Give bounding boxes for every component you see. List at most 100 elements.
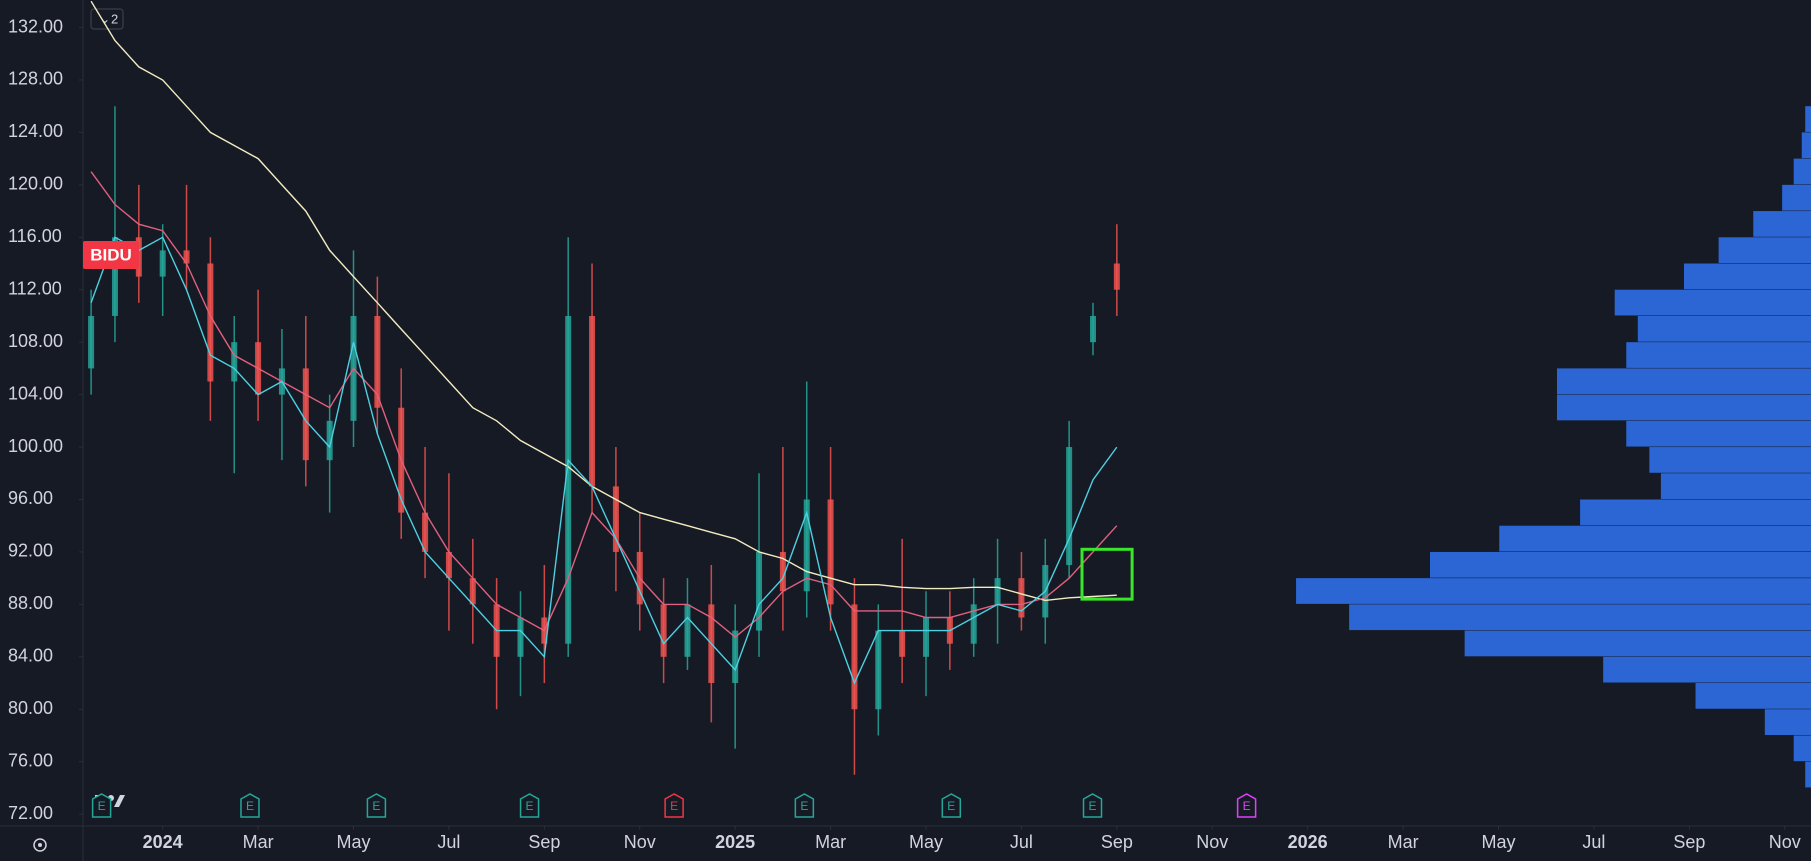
volume-profile-bar xyxy=(1649,447,1811,473)
event-label: E xyxy=(246,799,254,813)
volume-profile-bar xyxy=(1626,420,1811,447)
x-tick-label: 2025 xyxy=(715,832,755,852)
x-tick-label: Jul xyxy=(1582,832,1605,852)
candle-body xyxy=(827,499,834,605)
y-tick-label: 108.00 xyxy=(8,331,63,351)
x-tick-label: May xyxy=(909,832,943,852)
volume-profile-bar xyxy=(1603,656,1811,683)
candle-body xyxy=(660,604,667,657)
volume-profile-bar xyxy=(1296,578,1811,604)
earnings-event[interactable]: E xyxy=(1236,793,1257,818)
settings-icon[interactable] xyxy=(33,838,47,852)
volume-profile-bar xyxy=(1695,683,1811,709)
y-tick-label: 96.00 xyxy=(8,488,53,508)
y-tick-label: 116.00 xyxy=(8,226,62,246)
x-tick-label: Nov xyxy=(1769,832,1801,852)
highlight-box xyxy=(1080,547,1134,601)
volume-profile-bar xyxy=(1805,106,1811,132)
earnings-event[interactable]: E xyxy=(794,793,815,818)
y-tick-label: 92.00 xyxy=(8,541,53,561)
volume-profile-bar xyxy=(1660,473,1811,499)
y-tick-label: 84.00 xyxy=(8,646,53,666)
event-label: E xyxy=(947,799,955,813)
candle-body xyxy=(183,250,190,264)
event-icon xyxy=(519,793,540,818)
candle-body xyxy=(159,250,166,277)
earnings-event[interactable]: E xyxy=(91,793,112,818)
earnings-event[interactable]: E xyxy=(366,793,387,818)
candle-body xyxy=(803,499,810,592)
candle-body xyxy=(422,512,429,552)
event-label: E xyxy=(800,799,808,813)
moving-average xyxy=(90,0,1117,602)
x-tick-label: Sep xyxy=(1101,832,1133,852)
earnings-event[interactable]: E xyxy=(664,793,684,818)
volume-profile-bar xyxy=(1782,184,1811,211)
y-tick-label: 72.00 xyxy=(8,803,53,823)
event-icon xyxy=(240,793,260,818)
candle-body xyxy=(612,486,619,552)
candle-body xyxy=(302,368,309,461)
x-tick-label: Jul xyxy=(437,832,460,852)
volume-profile-bar xyxy=(1464,630,1811,657)
earnings-event[interactable]: E xyxy=(941,793,962,818)
symbol-label: BIDU xyxy=(83,241,139,269)
moving-average xyxy=(90,236,1118,685)
event-icon xyxy=(91,793,112,818)
volume-profile-bar xyxy=(1637,315,1811,342)
x-tick-label: Mar xyxy=(1388,832,1419,852)
x-tick-label: Sep xyxy=(528,832,560,852)
x-tick-label: Nov xyxy=(1196,832,1228,852)
volume-profile-bar xyxy=(1801,132,1811,159)
x-tick-label: Sep xyxy=(1673,832,1705,852)
volume-profile-bar xyxy=(1805,761,1811,788)
candle-body xyxy=(756,551,763,631)
volume-profile-bar xyxy=(1764,709,1811,735)
y-tick-label: 80.00 xyxy=(8,698,53,718)
candle-body xyxy=(732,630,739,684)
candle-body xyxy=(88,315,95,369)
y-tick-label: 76.00 xyxy=(8,750,53,770)
pane-badge-count: 2 xyxy=(111,11,118,26)
earnings-event[interactable]: E xyxy=(519,793,540,818)
pane-badge[interactable]: ⌄ 2 xyxy=(90,8,124,30)
event-label: E xyxy=(526,799,534,813)
volume-profile-bar xyxy=(1499,525,1811,552)
candle-body xyxy=(326,420,333,461)
candle-body xyxy=(207,263,214,382)
x-tick-label: Jul xyxy=(1010,832,1033,852)
symbol-label-text: BIDU xyxy=(90,245,132,264)
y-tick-label: 100.00 xyxy=(8,436,63,456)
x-tick-label: 2024 xyxy=(143,832,183,852)
x-tick-label: Mar xyxy=(815,832,846,852)
candle-body xyxy=(1089,315,1096,343)
candle-body xyxy=(1113,263,1120,290)
volume-profile-bar xyxy=(1429,551,1811,578)
volume-profile-bar xyxy=(1580,499,1811,526)
candle-body xyxy=(374,315,381,408)
candle-body xyxy=(899,630,906,657)
x-tick-label: Mar xyxy=(243,832,274,852)
volume-profile-bar xyxy=(1683,263,1811,290)
y-tick-label: 128.00 xyxy=(8,69,63,89)
event-icon xyxy=(794,793,815,818)
candle-body xyxy=(684,604,691,657)
earnings-event[interactable]: E xyxy=(240,793,260,818)
volume-profile-bar xyxy=(1556,368,1811,395)
earnings-event[interactable]: E xyxy=(1082,793,1103,818)
event-icon xyxy=(366,793,387,818)
candle-body xyxy=(231,342,238,382)
event-icon xyxy=(941,793,962,818)
event-label: E xyxy=(1089,799,1097,813)
candle-body xyxy=(994,578,1001,605)
event-icon xyxy=(1236,793,1257,818)
y-tick-label: 132.00 xyxy=(8,16,63,36)
candle-body xyxy=(445,551,452,579)
y-tick-label: 112.00 xyxy=(8,278,62,298)
volume-profile-bar xyxy=(1556,394,1811,421)
event-label: E xyxy=(670,799,678,813)
x-tick-label: 2026 xyxy=(1288,832,1328,852)
volume-profile xyxy=(1296,106,1811,788)
